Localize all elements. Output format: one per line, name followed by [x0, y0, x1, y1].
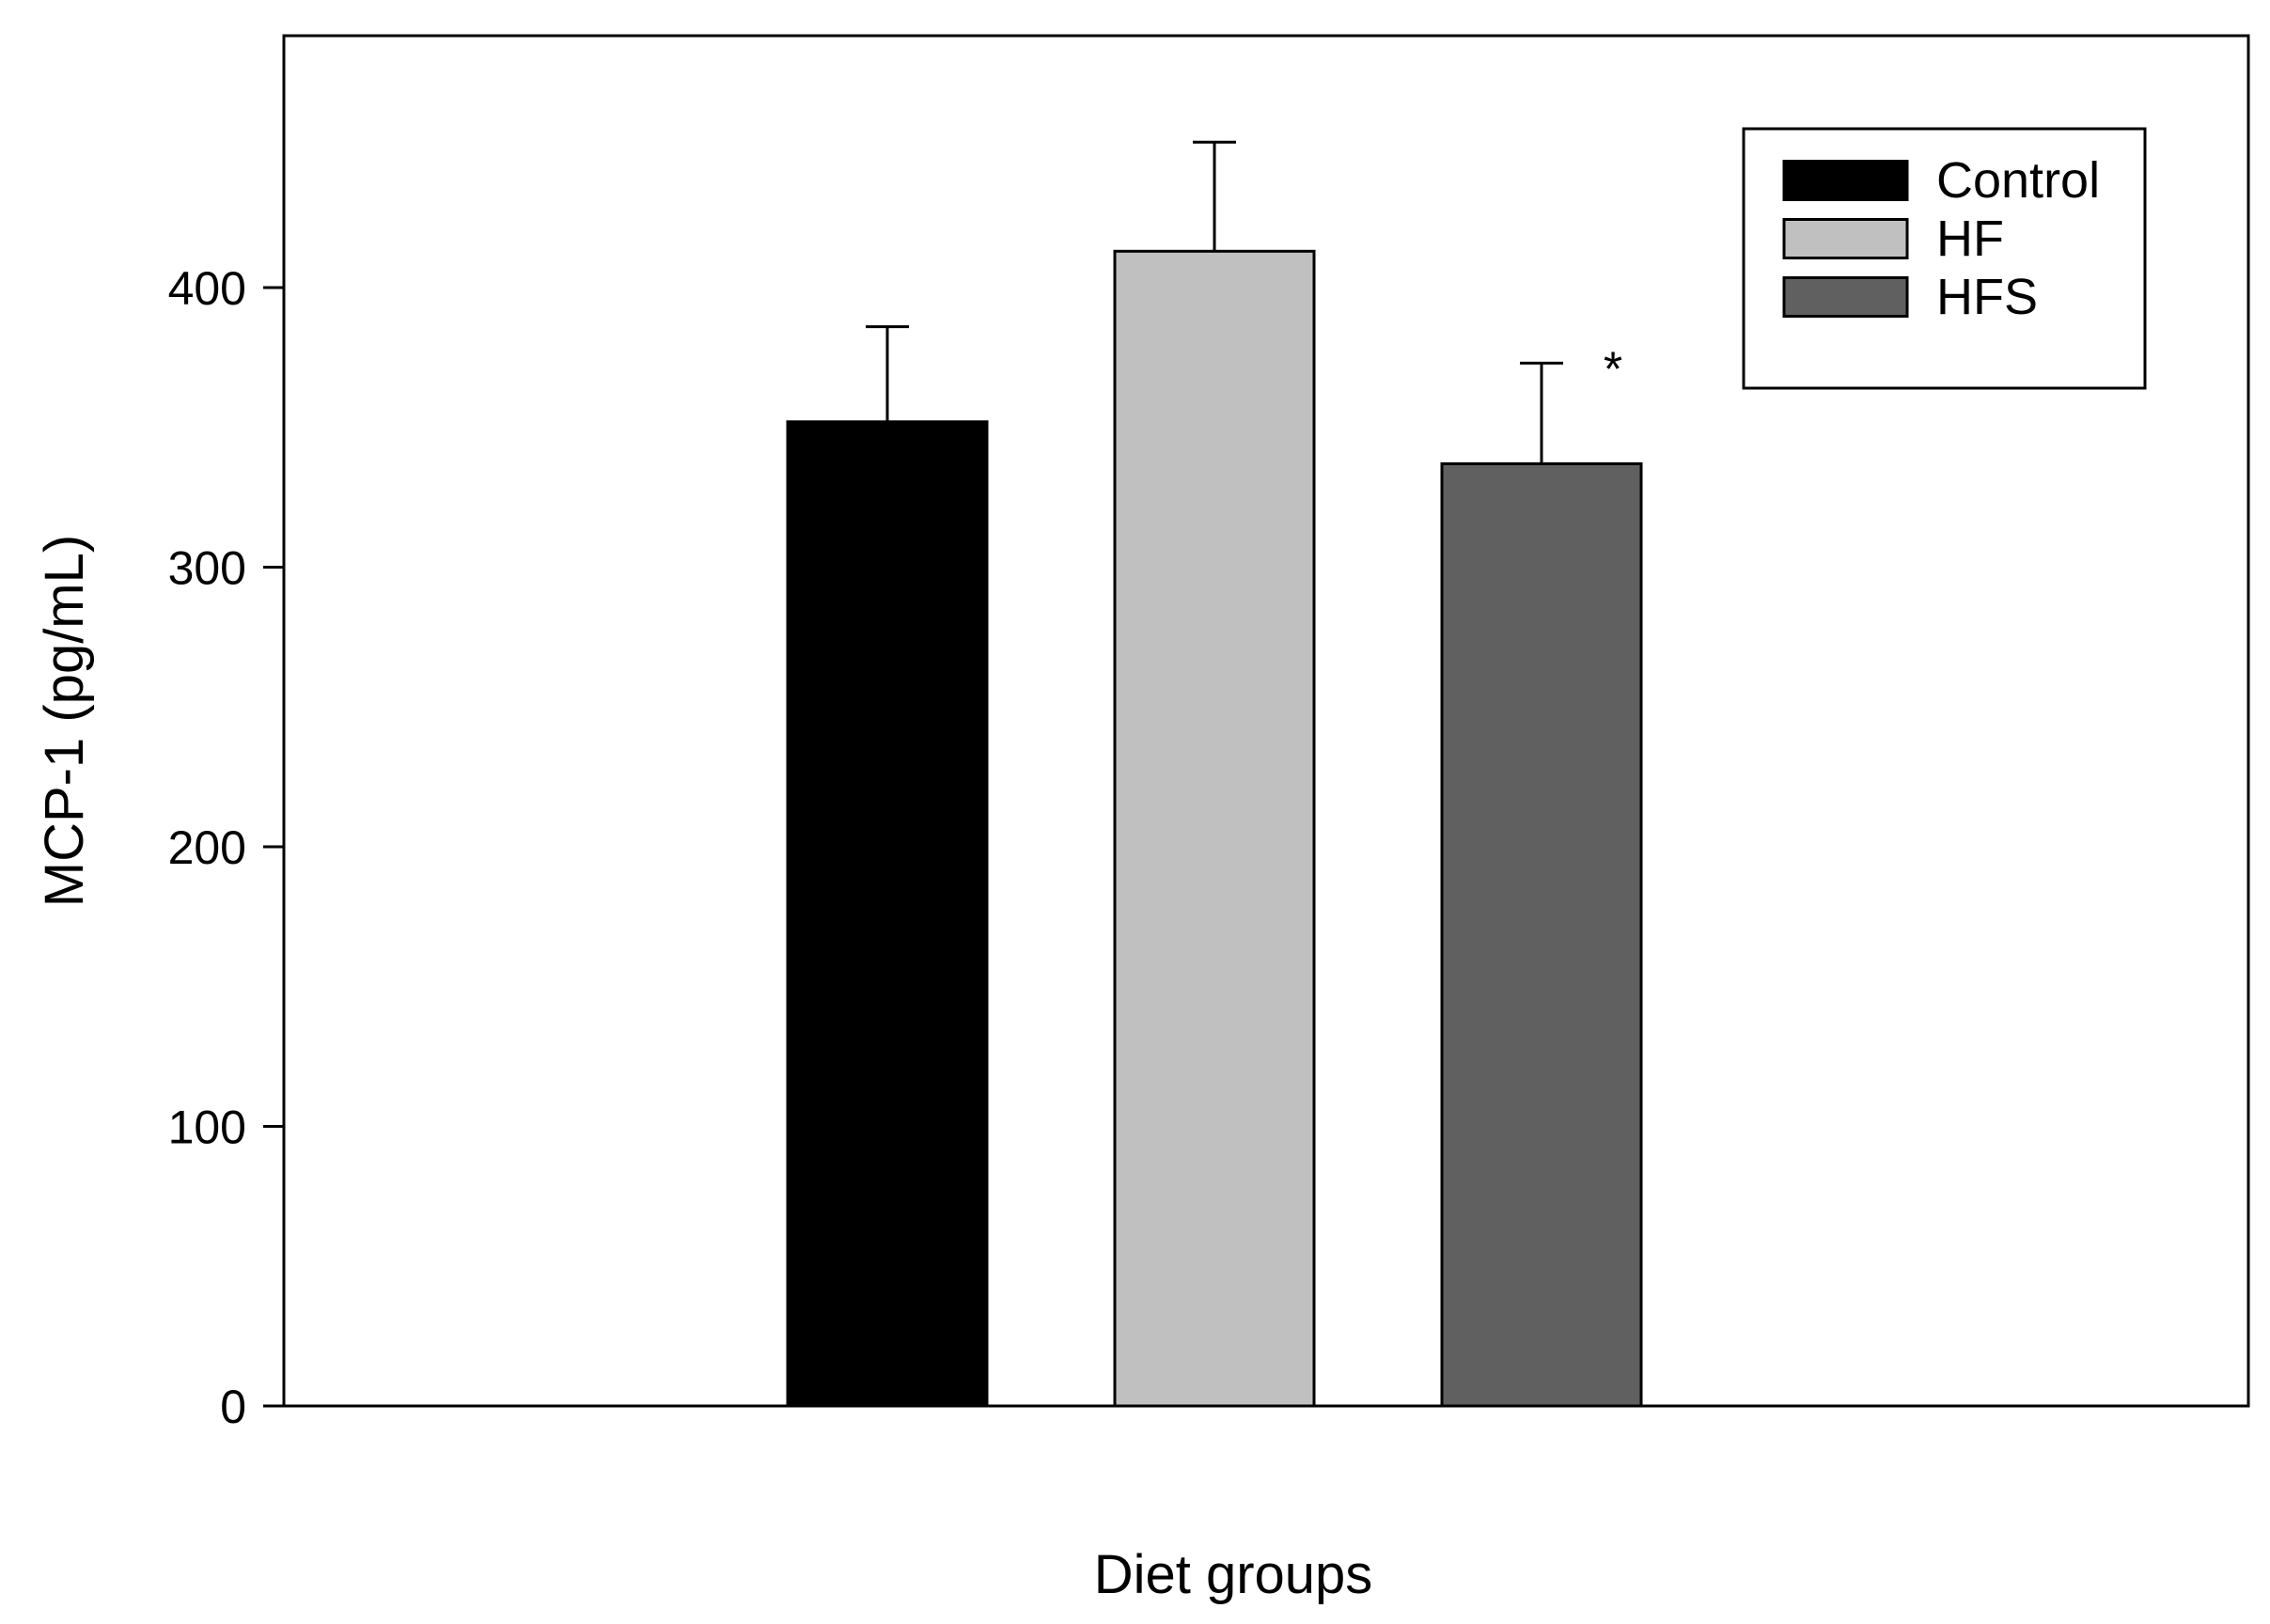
legend-swatch-hf — [1782, 218, 1909, 259]
y-tick-label: 400 — [168, 262, 246, 315]
bar-hf — [1113, 249, 1316, 1408]
legend-swatch-hfs — [1782, 276, 1909, 318]
significance-marker: * — [1604, 342, 1622, 397]
y-tick-label: 200 — [168, 821, 246, 874]
y-axis-label: MCP-1 (pg/mL) — [34, 535, 95, 907]
x-axis-label: Diet groups — [1094, 1544, 1373, 1605]
y-tick-label: 0 — [220, 1381, 246, 1433]
legend-label-hfs: HFS — [1936, 269, 2038, 325]
bars: * — [786, 140, 1643, 1408]
legend-swatch-control — [1782, 160, 1909, 201]
bar-hfs — [1440, 461, 1643, 1408]
y-axis-ticks: 0 100 200 300 400 — [168, 262, 284, 1433]
y-tick-label: 300 — [168, 542, 246, 595]
bar-control — [786, 420, 989, 1408]
y-tick-label: 100 — [168, 1101, 246, 1154]
legend-label-hf: HF — [1936, 211, 2004, 267]
legend-label-control: Control — [1936, 152, 2100, 209]
